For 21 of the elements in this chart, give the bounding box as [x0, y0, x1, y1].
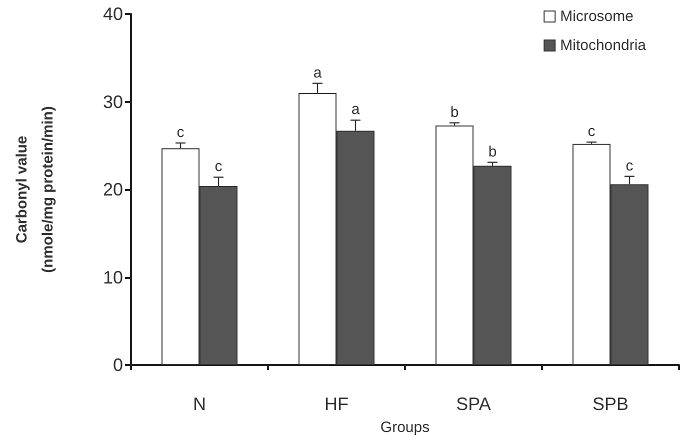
data-label: b [450, 104, 459, 121]
data-label: c [588, 123, 596, 140]
x-tick-label: SPB [592, 394, 629, 414]
y-tick-label: 20 [102, 180, 123, 200]
x-tick-label: HF [324, 394, 348, 414]
x-axis-title: Groups [380, 419, 430, 436]
y-tick-label: 10 [102, 267, 123, 288]
data-label: c [626, 157, 634, 174]
y-axis-title: Carbonyl value (nmole/mg protein/min) [14, 106, 56, 273]
legend-label: Microsome [560, 8, 634, 25]
data-label: a [313, 64, 322, 82]
data-label: c [214, 158, 223, 176]
y-tick-label: 30 [102, 92, 123, 112]
y-tick-label: 0 [112, 355, 123, 375]
x-tick-label: SPA [456, 394, 491, 414]
data-label: c [176, 124, 185, 141]
x-tick-label: N [193, 394, 206, 414]
legend-label: Mitochondria [560, 37, 647, 54]
y-tick-label: 40 [102, 4, 123, 24]
data-label: a [351, 101, 360, 118]
data-label: b [488, 143, 497, 160]
